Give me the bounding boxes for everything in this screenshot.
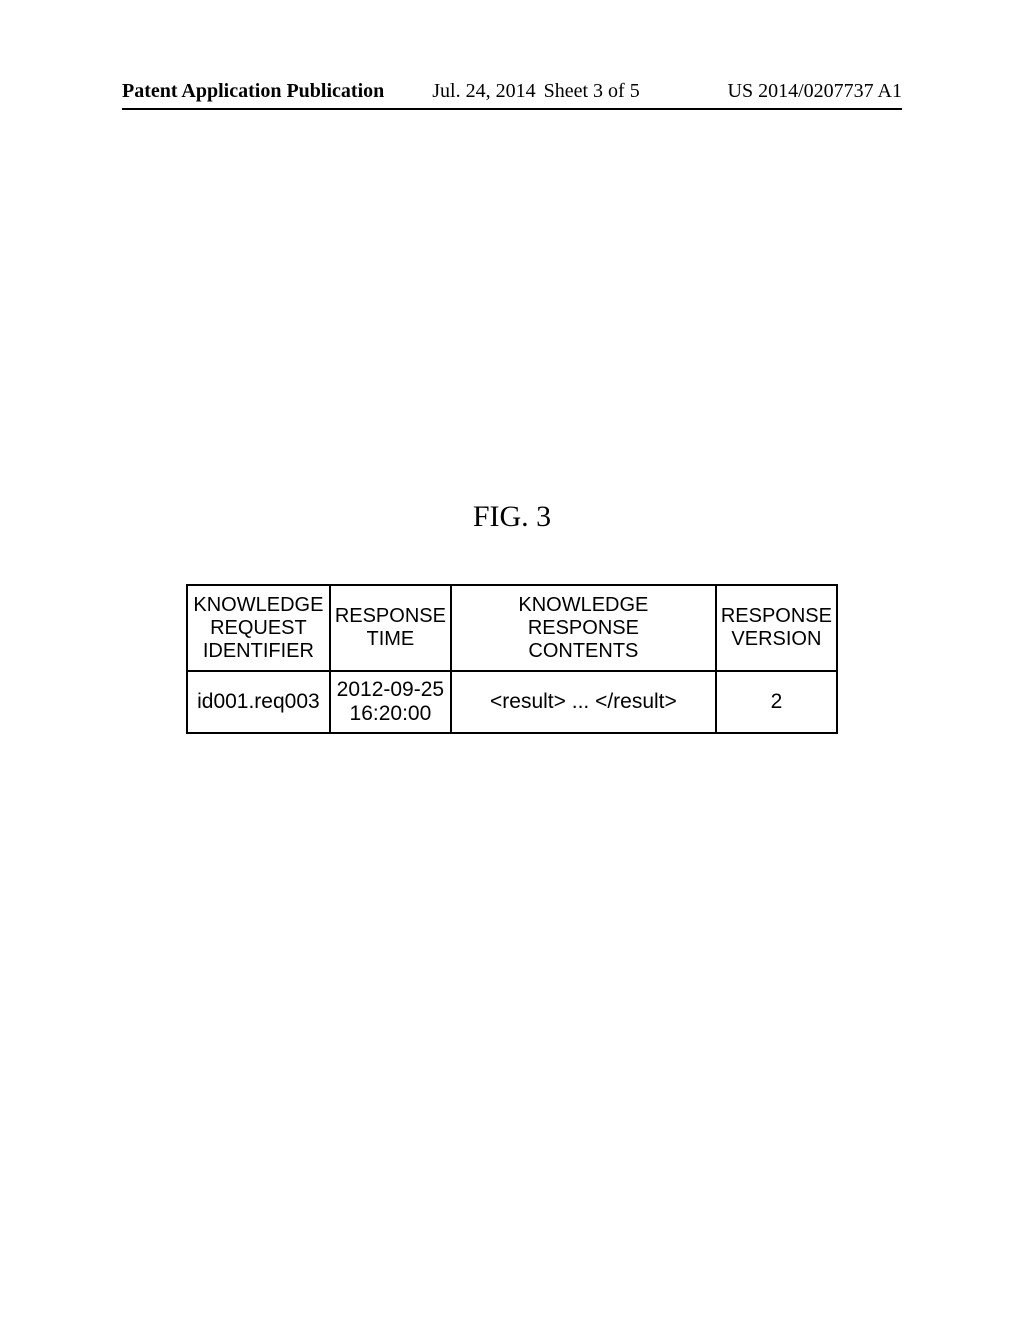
cell-time: 2012-09-2516:20:00: [330, 671, 451, 733]
col-header-time: RESPONSETIME: [330, 585, 451, 671]
col-header-identifier: KNOWLEDGEREQUESTIDENTIFIER: [187, 585, 330, 671]
knowledge-response-table: KNOWLEDGEREQUESTIDENTIFIER RESPONSETIME …: [186, 584, 838, 734]
publication-number: US 2014/0207737 A1: [728, 80, 902, 103]
col-header-version: RESPONSEVERSION: [716, 585, 837, 671]
cell-identifier: id001.req003: [187, 671, 330, 733]
header-divider: [122, 108, 902, 110]
cell-version: 2: [716, 671, 837, 733]
page-header: Patent Application Publication Jul. 24, …: [122, 80, 902, 103]
cell-contents: <result> ... </result>: [451, 671, 716, 733]
col-header-contents: KNOWLEDGERESPONSECONTENTS: [451, 585, 716, 671]
sheet-label: Sheet 3 of 5: [544, 80, 640, 103]
publication-date: Jul. 24, 2014: [432, 80, 535, 103]
table-row: id001.req003 2012-09-2516:20:00 <result>…: [187, 671, 837, 733]
figure-label: FIG. 3: [0, 500, 1024, 534]
publication-label: Patent Application Publication: [122, 80, 384, 103]
response-table: KNOWLEDGEREQUESTIDENTIFIER RESPONSETIME …: [186, 584, 838, 734]
table-header-row: KNOWLEDGEREQUESTIDENTIFIER RESPONSETIME …: [187, 585, 837, 671]
